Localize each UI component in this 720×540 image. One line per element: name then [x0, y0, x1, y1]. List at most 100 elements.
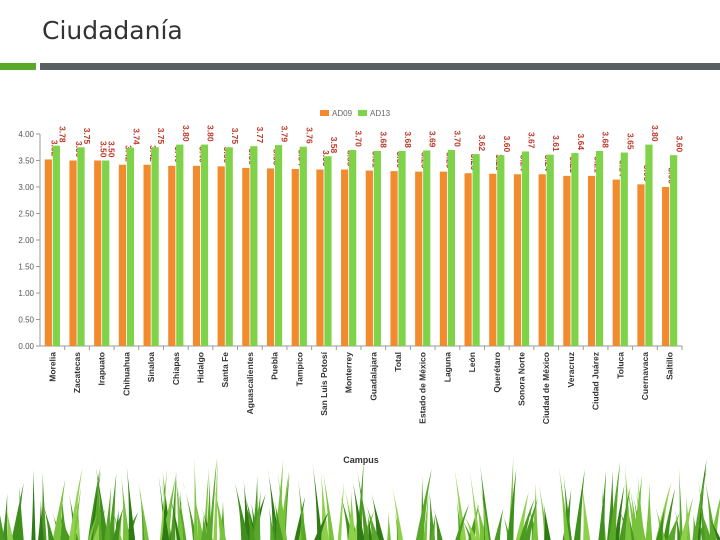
grass-blade	[274, 460, 284, 540]
bar-ad09	[118, 164, 127, 346]
bar-ad13	[176, 144, 184, 346]
bar-ad13	[423, 150, 431, 346]
grass-blade	[678, 466, 683, 540]
grass-blade	[42, 501, 55, 540]
bar-ad09	[69, 160, 77, 346]
data-label-ad13: 3.64	[576, 134, 586, 151]
grass-blade	[356, 460, 364, 540]
grass-blade	[532, 483, 539, 540]
grass-blade	[494, 508, 504, 540]
legend-swatch-ad13	[358, 110, 367, 116]
category-label: Laguna	[442, 352, 452, 382]
bar-ad13	[620, 152, 628, 346]
x-axis-title: Campus	[343, 455, 379, 465]
data-label-ad13: 3.80	[650, 125, 660, 142]
accent-bar-green	[0, 63, 36, 70]
grass-blade	[167, 486, 181, 540]
grass-blade	[348, 490, 356, 540]
grass-blade	[433, 507, 443, 540]
y-tick-label: 0.00	[18, 342, 34, 351]
data-label-ad13: 3.76	[304, 127, 314, 144]
category-label: Tampico	[294, 352, 304, 386]
grass-blade	[693, 467, 707, 540]
bar-ad09	[513, 174, 522, 346]
grass-blade	[624, 465, 632, 540]
accent-bar-gray	[40, 63, 720, 70]
grass-blade	[354, 455, 370, 540]
bar-ad09	[563, 175, 571, 346]
data-label-ad13: 3.65	[625, 133, 635, 150]
category-label: Ciudad de México	[541, 352, 551, 424]
category-label: Saltillo	[665, 352, 675, 380]
category-label: Zacatecas	[72, 352, 82, 393]
grass-decoration	[0, 455, 720, 540]
legend-swatch-ad09	[320, 110, 329, 116]
chart-container: AD09 AD13 0.00 0.50 1.00 1.50 2.00 2.50 3.00 3.50…	[8, 105, 688, 467]
grass-blade	[87, 467, 101, 540]
bar-ad13	[299, 146, 307, 346]
grass-blade	[5, 507, 14, 540]
grass-blade	[311, 457, 323, 540]
category-label: Chihuahua	[121, 352, 131, 396]
grass-blade	[614, 484, 625, 540]
grass-blade	[562, 489, 572, 540]
bar-ad13	[324, 156, 332, 346]
grass-blade	[619, 486, 631, 540]
grass-blade	[297, 477, 307, 540]
category-label: Santa Fe	[220, 352, 230, 388]
bar-ad09	[316, 169, 324, 346]
legend-label-ad13: AD13	[370, 109, 391, 118]
y-tick-label: 3.50	[18, 157, 34, 166]
y-tick-label: 4.00	[18, 130, 34, 139]
bar-ad13	[447, 149, 456, 346]
bar-ad13	[398, 150, 406, 346]
grass-blade	[429, 488, 436, 540]
data-label-ad13: 3.75	[156, 128, 166, 145]
bar-ad13	[595, 150, 604, 346]
y-tick-label: 2.50	[18, 210, 34, 219]
bar-ad13	[52, 145, 60, 346]
category-label: Guadalajara	[368, 352, 378, 401]
grass-blade	[543, 502, 551, 540]
grass-blade	[170, 471, 177, 540]
grass-blade	[112, 506, 124, 540]
grass-blade	[274, 500, 284, 540]
bar-ad13	[497, 155, 505, 346]
grass-blade	[480, 482, 490, 540]
bar-ad09	[538, 174, 546, 346]
grass-blade	[96, 469, 103, 540]
category-label: Total	[393, 352, 403, 372]
grass-blade	[675, 509, 681, 540]
grass-blade	[211, 478, 227, 540]
category-label: Toluca	[615, 352, 625, 379]
grass-blade	[632, 474, 643, 540]
grass-blade	[515, 491, 529, 540]
grass-blade	[367, 512, 373, 540]
grass-blade	[645, 481, 653, 540]
grass-blade	[161, 501, 170, 540]
data-label-ad13: 3.58	[329, 137, 339, 154]
grass-blade	[253, 490, 261, 540]
data-label-ad09: 3.50	[99, 141, 109, 158]
data-label-ad13: 3.80	[206, 125, 216, 142]
grass-blade	[321, 463, 335, 540]
grass-blade	[268, 506, 275, 540]
data-label-ad13: 3.68	[601, 131, 611, 148]
grass-blade	[430, 513, 436, 540]
grass-blade	[461, 510, 478, 540]
category-label: Sonora Norte	[517, 352, 527, 406]
grass-blade	[654, 504, 666, 540]
data-label-ad13: 3.78	[57, 126, 67, 143]
bar-ad09	[489, 173, 497, 346]
grass-blade	[475, 498, 488, 540]
bar-ad09	[464, 173, 472, 346]
grass-blade	[656, 507, 665, 540]
grass-blade	[351, 477, 365, 540]
category-label: Cuernavaca	[640, 352, 650, 400]
data-label-ad13: 3.50	[107, 141, 117, 158]
data-label-ad13: 3.60	[675, 136, 685, 153]
grass-blade	[519, 498, 535, 540]
bar-ad09	[390, 171, 398, 346]
grass-blade	[556, 455, 570, 540]
bar-chart: AD09 AD13 0.00 0.50 1.00 1.50 2.00 2.50 3.00 3.50…	[18, 109, 685, 465]
